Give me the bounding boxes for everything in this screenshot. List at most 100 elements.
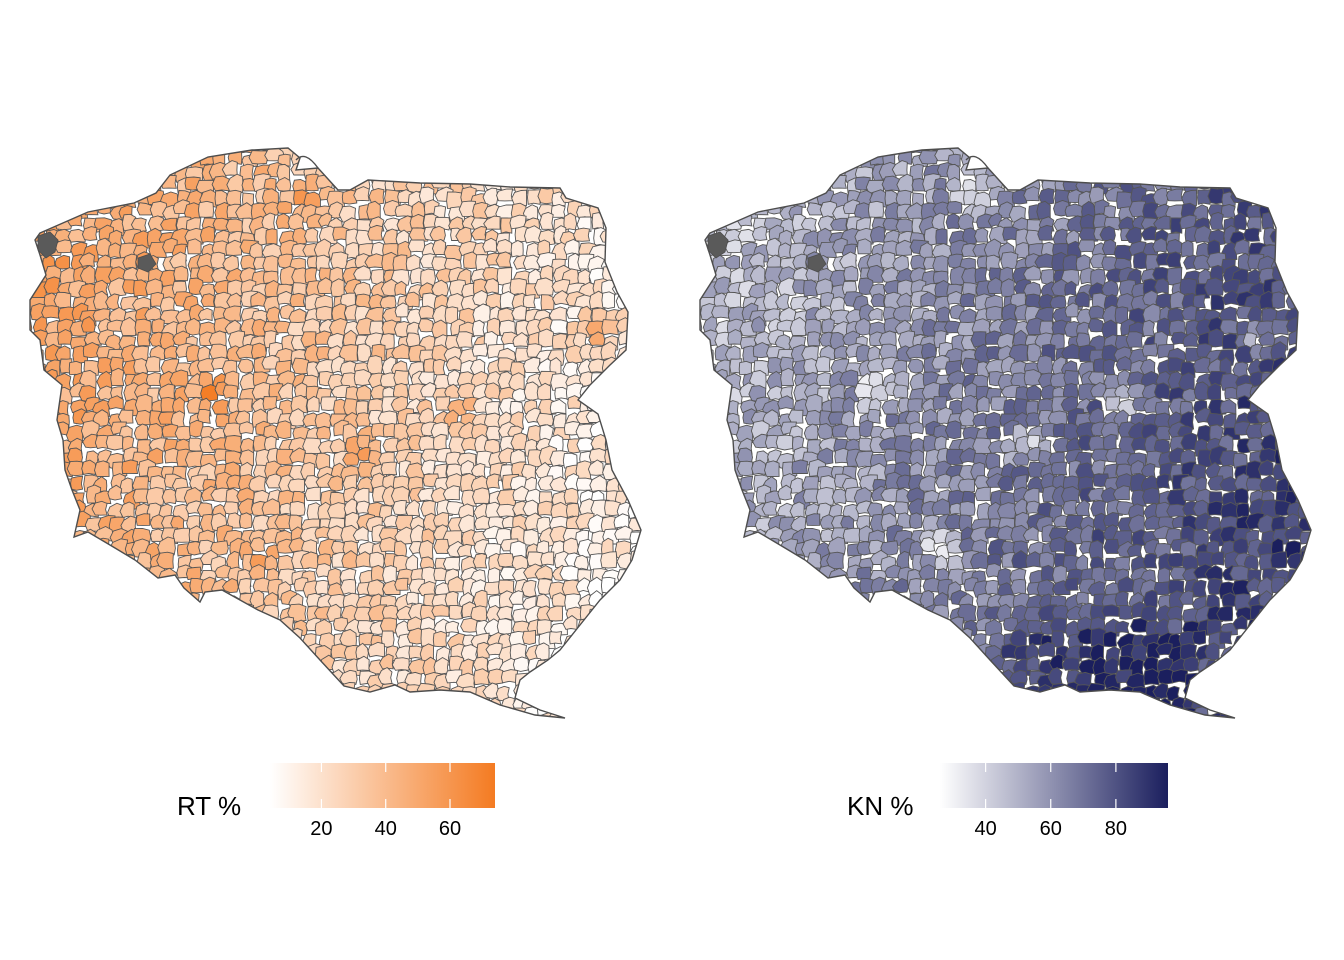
municipality-cell — [881, 399, 899, 415]
municipality-cell — [540, 551, 555, 566]
municipality-cell — [122, 681, 138, 697]
municipality-cell — [962, 687, 979, 704]
municipality-cell — [1077, 383, 1097, 401]
municipality-cell — [200, 660, 217, 678]
municipality-cell — [382, 148, 399, 158]
municipality-cell — [1075, 591, 1089, 605]
municipality-cell — [1157, 167, 1174, 184]
municipality-cell — [1170, 217, 1183, 234]
municipality-cell — [522, 254, 540, 271]
municipality-cell — [188, 618, 206, 638]
municipality-cell — [96, 199, 111, 215]
municipality-cell — [1259, 682, 1275, 696]
municipality-cell — [277, 683, 295, 700]
municipality-cell — [227, 330, 246, 349]
municipality-cell — [1294, 673, 1311, 687]
municipality-cell — [432, 630, 447, 648]
municipality-cell — [984, 686, 1001, 705]
municipality-cell — [1300, 595, 1311, 614]
municipality-cell — [777, 484, 793, 501]
municipality-cell — [474, 160, 489, 177]
municipality-cell — [86, 682, 103, 698]
municipality-cell — [922, 514, 940, 532]
municipality-cell — [173, 696, 191, 711]
municipality-cell — [599, 695, 619, 713]
municipality-cell — [55, 712, 72, 718]
municipality-cell — [432, 358, 446, 376]
municipality-cell — [120, 698, 138, 715]
municipality-cell — [67, 167, 86, 181]
municipality-cell — [132, 653, 150, 669]
municipality-cell — [524, 225, 542, 244]
municipality-cell — [870, 293, 886, 308]
municipality-cell — [725, 531, 743, 549]
municipality-cell — [711, 504, 727, 520]
municipality-cell — [818, 712, 836, 718]
municipality-cell — [156, 551, 174, 570]
municipality-cell — [1283, 513, 1300, 529]
municipality-cell — [613, 153, 627, 170]
municipality-cell — [893, 435, 912, 454]
municipality-cell — [711, 305, 730, 319]
municipality-cell — [41, 607, 58, 625]
municipality-cell — [627, 356, 641, 373]
municipality-cell — [628, 177, 641, 196]
lake — [37, 231, 59, 259]
municipality-cell — [135, 683, 152, 700]
municipality-cell — [639, 334, 641, 353]
municipality-cell — [1310, 309, 1311, 328]
municipality-cell — [30, 696, 33, 711]
municipality-cell — [1023, 186, 1040, 202]
municipality-cell — [1050, 163, 1069, 182]
municipality-cell — [170, 515, 185, 530]
municipality-cell — [118, 619, 138, 638]
municipality-cell — [1105, 148, 1123, 156]
municipality-cell — [121, 646, 138, 663]
municipality-cell — [276, 201, 293, 214]
municipality-cell — [1154, 148, 1173, 151]
municipality-cell — [145, 356, 161, 373]
municipality-cell — [1308, 242, 1311, 257]
municipality-cell — [445, 152, 461, 172]
municipality-cell — [626, 333, 641, 350]
municipality-cell — [353, 369, 372, 386]
municipality-cell — [122, 148, 141, 153]
municipality-cell — [1153, 174, 1172, 191]
municipality-cell — [1052, 152, 1072, 171]
municipality-cell — [1025, 711, 1042, 718]
municipality-cell — [121, 554, 136, 573]
municipality-cell — [617, 432, 637, 452]
municipality-cell — [1300, 711, 1311, 718]
municipality-cell — [91, 148, 112, 156]
municipality-cell — [291, 656, 309, 673]
municipality-cell — [1063, 160, 1080, 177]
municipality-cell — [605, 620, 621, 637]
municipality-cell — [1235, 502, 1250, 518]
municipality-cell — [30, 672, 38, 687]
municipality-cell — [1013, 700, 1033, 714]
municipality-cell — [306, 361, 319, 378]
municipality-cell — [831, 603, 847, 621]
municipality-cell — [405, 499, 421, 517]
municipality-cell — [630, 397, 641, 411]
municipality-cell — [766, 370, 783, 390]
municipality-cell — [1260, 713, 1276, 718]
municipality-cell — [278, 632, 292, 652]
municipality-cell — [590, 372, 608, 386]
municipality-cell — [288, 408, 306, 427]
municipality-cell — [275, 176, 292, 192]
municipality-cell — [959, 292, 976, 308]
municipality-cell — [639, 569, 641, 587]
municipality-cell — [1040, 148, 1056, 153]
municipality-cell — [630, 473, 641, 489]
municipality-cell — [58, 672, 74, 687]
municipality-cell — [70, 148, 88, 155]
municipality-cell — [30, 539, 38, 556]
municipality-cell — [1288, 699, 1304, 713]
municipality-cell — [932, 709, 952, 718]
municipality-cell — [161, 488, 177, 505]
municipality-cell — [615, 216, 632, 232]
municipality-cell — [96, 699, 110, 716]
municipality-cell — [1193, 529, 1209, 546]
municipality-cell — [122, 709, 136, 718]
